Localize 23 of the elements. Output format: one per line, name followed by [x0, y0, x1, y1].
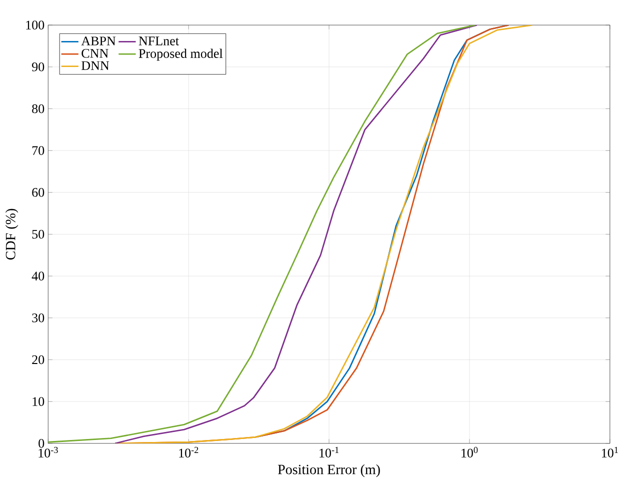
- x-tick-label: 10$^{1}$: [602, 447, 618, 458]
- y-tick-label: 50: [32, 230, 44, 239]
- y-tick-label: 10: [32, 397, 44, 406]
- x-tick-label: 10$^{0}$: [462, 447, 478, 458]
- legend-label: Proposed model: [138, 49, 223, 61]
- y-tick-label: 0: [38, 439, 44, 448]
- y-tick-label: 100: [26, 20, 44, 30]
- y-tick-label: 40: [32, 272, 44, 281]
- legend-label: CNN: [82, 49, 108, 58]
- y-tick-label: 60: [32, 188, 44, 198]
- legend-label: NFLnet: [138, 36, 179, 46]
- y-tick-label: 80: [32, 104, 44, 114]
- y-tick-label: 30: [32, 314, 44, 323]
- y-tick-label: 20: [32, 356, 44, 364]
- y-tick-label: 70: [32, 146, 44, 156]
- legend-label: ABPN: [81, 36, 116, 46]
- y-tick-label: 90: [32, 62, 44, 72]
- y-axis-title: CDF (%): [5, 209, 18, 260]
- legend-label: DNN: [82, 62, 110, 70]
- x-tick-label: 10$^{-3}$: [38, 447, 58, 458]
- x-tick-label: 10$^{-2}$: [179, 447, 198, 458]
- x-axis-title: Position Error (m): [278, 464, 380, 478]
- x-tick-label: 10$^{-1}$: [320, 447, 339, 458]
